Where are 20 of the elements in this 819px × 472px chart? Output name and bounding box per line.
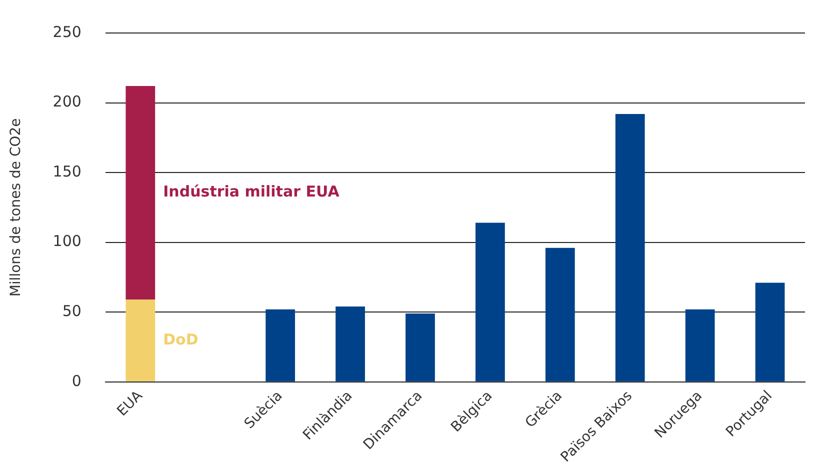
y-tick-label: 250 [52, 22, 82, 41]
bar [126, 86, 156, 300]
bar [476, 222, 505, 382]
bar [266, 309, 296, 382]
y-tick-label: 150 [52, 162, 82, 180]
x-tick-label: EUA [114, 388, 146, 420]
bar [336, 306, 365, 382]
bar [545, 248, 575, 382]
bar [406, 314, 435, 382]
y-tick-label: 50 [62, 302, 82, 320]
y-axis-title: Millons de tones de CO2e [8, 118, 24, 297]
y-tick-label: 200 [52, 92, 82, 111]
series-label: Indústria militar EUA [163, 182, 340, 201]
bar [126, 300, 156, 382]
y-tick-label: 100 [52, 232, 82, 250]
y-tick-label: 0 [72, 372, 82, 390]
bar [615, 114, 645, 382]
bar [755, 282, 785, 382]
series-label: DoD [163, 330, 198, 348]
bar [685, 309, 715, 382]
